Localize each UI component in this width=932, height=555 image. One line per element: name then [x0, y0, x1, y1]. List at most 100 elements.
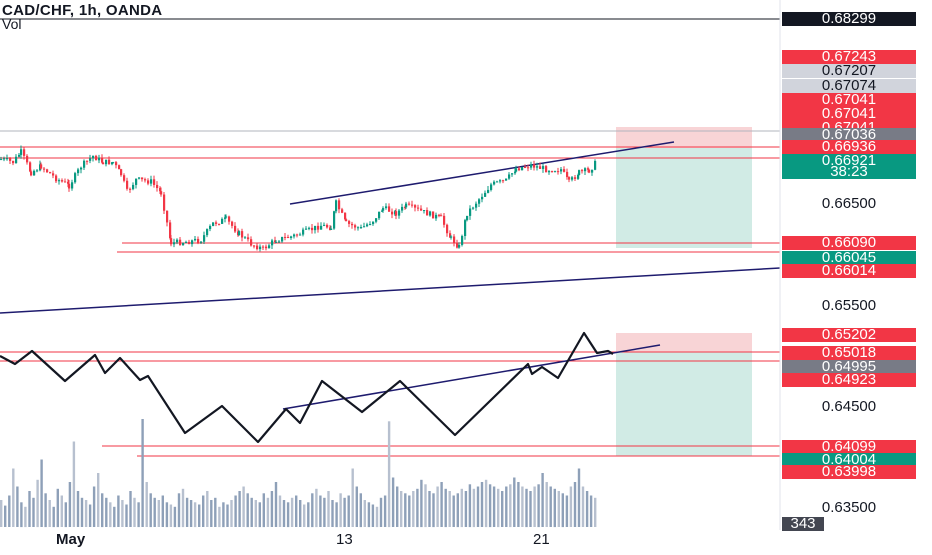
volume-bar	[274, 482, 278, 527]
volume-bar	[464, 491, 468, 527]
candle	[293, 234, 296, 237]
volume-bar	[137, 502, 140, 528]
price-tag-5[interactable]: 0.67041	[782, 106, 916, 121]
price-tag-3[interactable]: 0.67074	[782, 78, 916, 93]
volume-bars	[0, 419, 597, 528]
volume-bar	[533, 486, 536, 527]
candle	[271, 240, 274, 246]
volume-bar	[303, 504, 306, 527]
candle	[369, 224, 372, 226]
candle	[440, 215, 443, 217]
volume-bar	[161, 495, 164, 527]
candle	[153, 179, 156, 185]
stop-zone-upper[interactable]	[616, 127, 752, 148]
price-tag-11[interactable]: 0.66090	[782, 235, 916, 250]
price-tag-20[interactable]: 0.63998	[782, 464, 916, 479]
volume-bar	[509, 484, 512, 528]
volume-bar	[242, 486, 245, 527]
candle	[126, 180, 129, 189]
volume-bar	[529, 491, 532, 527]
volume-bar	[0, 500, 3, 527]
volume-bar	[311, 493, 314, 528]
volume-bar	[270, 491, 274, 527]
candle	[67, 181, 70, 184]
volume-bar	[113, 506, 116, 528]
volume-bar	[315, 488, 318, 528]
candle	[92, 155, 95, 159]
candle	[118, 165, 121, 170]
trendline-indicator[interactable]	[282, 344, 661, 410]
volume-bar	[468, 484, 472, 528]
target-zone-upper[interactable]	[616, 148, 752, 248]
candle	[135, 178, 138, 185]
volume-bar	[585, 491, 589, 527]
price-tag-17[interactable]: 0.64923	[782, 372, 916, 387]
volume-bar	[375, 506, 379, 528]
price-tag-19[interactable]: 0.64004	[782, 452, 916, 467]
candle	[46, 169, 49, 173]
candle	[138, 177, 141, 179]
price-tag-13[interactable]: 0.66014	[782, 263, 916, 278]
price-tag-8[interactable]: 0.66936	[782, 139, 916, 154]
candle	[274, 240, 277, 242]
volume-bar	[198, 504, 201, 527]
volume-bar	[319, 495, 322, 527]
volume-bar	[210, 500, 213, 527]
candle	[372, 221, 375, 225]
candle	[560, 169, 563, 172]
candle	[542, 166, 545, 169]
volume-bar	[117, 495, 120, 527]
candle	[163, 194, 166, 211]
candle	[388, 206, 391, 212]
candle	[481, 196, 484, 200]
price-tag-15[interactable]: 0.65018	[782, 345, 916, 360]
candle	[348, 221, 351, 224]
candle	[58, 180, 61, 182]
volume-bar	[327, 491, 330, 527]
candle	[86, 160, 89, 162]
volume-bar	[48, 500, 51, 527]
candle	[484, 192, 487, 197]
trendline-upper[interactable]	[289, 141, 675, 205]
candle	[563, 169, 566, 172]
price-tag-14[interactable]: 0.65202	[782, 327, 916, 342]
candle	[493, 181, 496, 185]
price-tag-18[interactable]: 0.64099	[782, 439, 916, 454]
y-tick-1: 0.65500	[821, 297, 877, 314]
volume-bar	[4, 505, 7, 527]
candle	[464, 220, 467, 237]
candle	[132, 184, 135, 190]
volume-bar	[278, 495, 282, 527]
volume-bar	[505, 486, 508, 527]
candle	[411, 204, 414, 206]
volume-bar	[177, 493, 181, 528]
candle	[20, 149, 23, 155]
price-tag-7[interactable]: 0.67036	[782, 127, 916, 142]
candle	[71, 182, 74, 189]
volume-bar	[472, 488, 476, 528]
volume-bar	[230, 500, 233, 527]
price-tag-12[interactable]: 0.66045	[782, 250, 916, 265]
x-tick-may: May	[56, 531, 86, 548]
price-tag-9[interactable]: 0.66921	[782, 153, 916, 168]
candle	[496, 181, 499, 183]
price-tag-16[interactable]: 0.64995	[782, 359, 916, 374]
price-tag-2[interactable]: 0.67207	[782, 63, 916, 78]
candle	[49, 172, 52, 174]
volume-bar	[169, 504, 173, 527]
volume-bar	[444, 488, 447, 528]
trendline-long[interactable]	[0, 267, 781, 314]
target-zone-lower[interactable]	[616, 352, 752, 456]
price-tag-10[interactable]: 38:23	[782, 164, 916, 179]
price-tag-21[interactable]: 343	[782, 516, 824, 531]
price-tag-0[interactable]: 0.68299	[782, 11, 916, 26]
volume-bar	[351, 468, 354, 527]
price-tag-4[interactable]: 0.67041	[782, 92, 916, 107]
candle	[43, 168, 46, 170]
volume-bar	[400, 491, 403, 527]
price-tag-1[interactable]: 0.67243	[782, 49, 916, 64]
candle	[381, 210, 384, 212]
volume-bar	[549, 486, 552, 527]
